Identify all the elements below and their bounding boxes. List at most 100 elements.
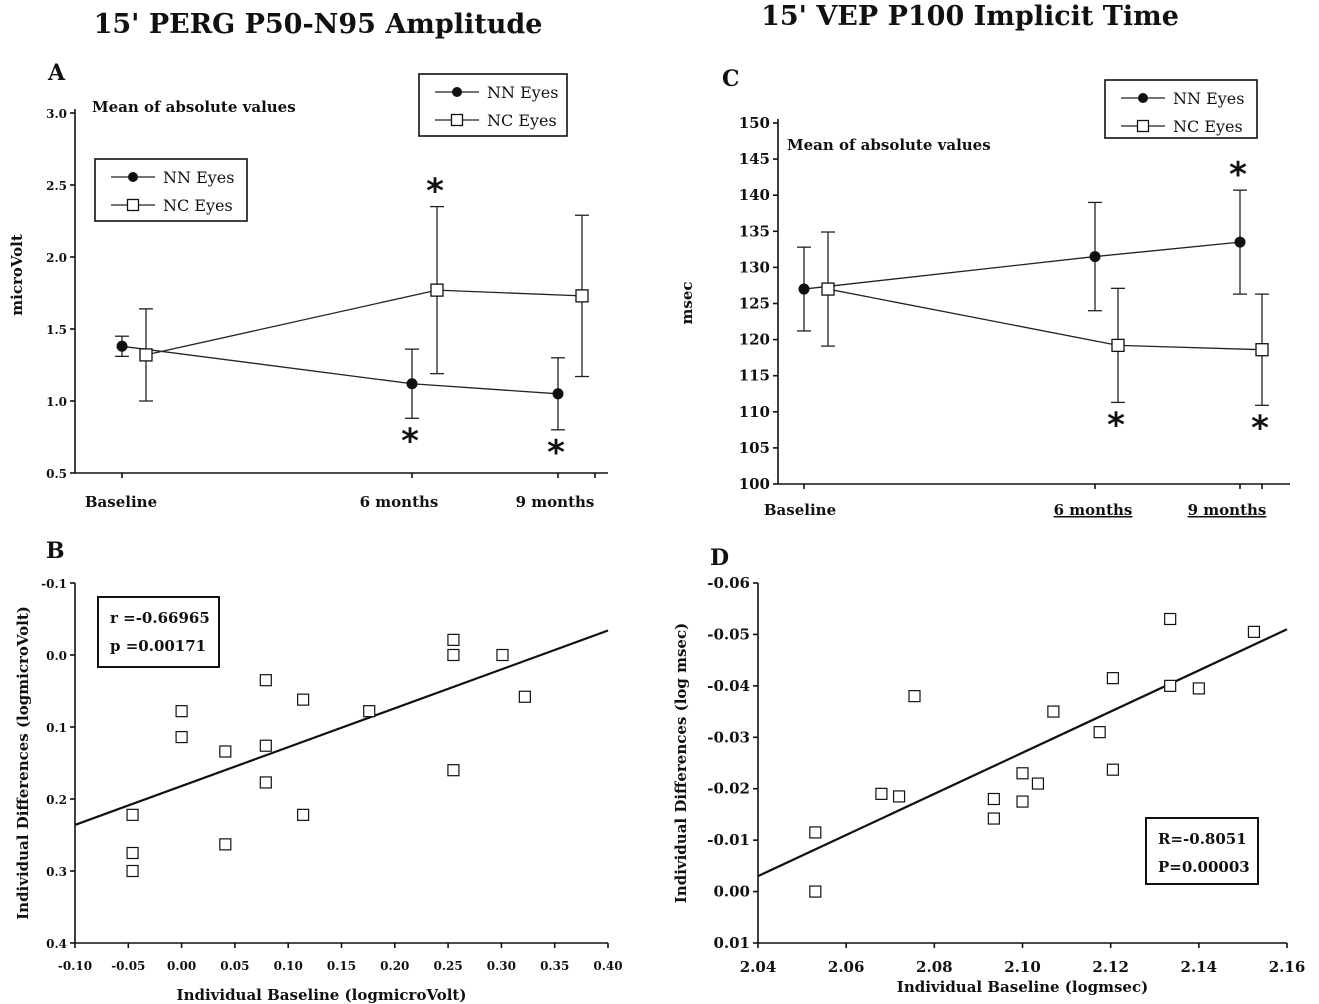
y-tick-label: 0.0 <box>46 649 67 663</box>
y-tick-label: 0.2 <box>46 793 67 807</box>
regression-line <box>74 629 609 826</box>
panel-letter: B <box>46 538 65 564</box>
data-point-nn <box>406 378 418 390</box>
scatter-point <box>1047 705 1060 718</box>
scatter-point <box>1031 777 1045 790</box>
x-tick-label: 2.04 <box>740 958 777 976</box>
x-tick-label: -0.10 <box>58 959 92 973</box>
y-tick-label: -0.05 <box>707 625 750 643</box>
data-point-nn <box>552 388 564 400</box>
y-tick-label: 0.00 <box>713 883 750 901</box>
x-tick-label: 0.25 <box>433 959 462 973</box>
y-tick-label: 0.5 <box>46 467 67 481</box>
x-axis-label: Individual Baseline (logmicroVolt) <box>177 986 467 1004</box>
legend-label: NN Eyes <box>163 168 234 187</box>
scatter-point <box>259 739 272 752</box>
category-label: 9 months <box>516 493 595 511</box>
data-point-nc <box>1111 338 1125 353</box>
scatter-point <box>809 885 822 898</box>
stat-r: R=-0.8051 <box>1158 830 1247 848</box>
legend-marker-nn <box>128 172 138 182</box>
scatter-point <box>297 808 310 821</box>
panel-letter: C <box>722 66 740 92</box>
y-tick-label: 0.4 <box>46 937 67 951</box>
y-tick-label: 2.5 <box>46 179 67 193</box>
scatter-point <box>175 730 188 744</box>
y-tick-label: 150 <box>739 114 770 132</box>
significance-star: * <box>1229 155 1247 195</box>
scatter-point <box>1164 612 1177 626</box>
significance-star: * <box>426 172 444 212</box>
x-tick-label: 2.10 <box>1004 958 1041 976</box>
panel-b: B -0.1 0.0 0.1 0.2 0.3 0.4 -0.10 -0.05 0.00 0.05 0.… <box>14 538 623 1004</box>
y-tick-label: -0.1 <box>41 577 67 591</box>
scatter-point <box>447 648 460 662</box>
regression-line <box>757 628 1288 878</box>
series-line-nn <box>803 241 1241 290</box>
series-line-nc <box>145 289 583 356</box>
data-point-nn <box>1089 251 1101 263</box>
scatter-point <box>809 826 822 839</box>
scatter-point <box>219 745 232 758</box>
y-tick-label: -0.02 <box>707 780 750 798</box>
scatter-point <box>1093 726 1106 739</box>
y-tick-label: -0.04 <box>707 677 750 695</box>
y-tick-label: -0.06 <box>707 574 750 592</box>
annotation-note: Mean of absolute values <box>787 136 991 154</box>
legend-marker-nn <box>452 87 462 97</box>
data-point-nn <box>798 283 810 295</box>
y-axis-label: microVolt <box>8 234 26 316</box>
scatter-point <box>175 705 188 718</box>
x-tick-label: 0.40 <box>593 959 622 973</box>
y-tick-label: 3.0 <box>46 107 67 121</box>
y-tick-label: 100 <box>739 475 770 493</box>
data-point-nc <box>821 282 835 296</box>
category-label: 6 months <box>360 493 439 511</box>
legend-box <box>418 73 568 137</box>
stats-box <box>1145 817 1259 885</box>
y-tick-label: 1.5 <box>46 323 67 337</box>
x-tick-label: -0.05 <box>111 959 145 973</box>
x-tick-label: 2.16 <box>1269 958 1306 976</box>
scatter-point <box>496 648 509 662</box>
data-point-nc <box>1255 343 1269 357</box>
x-tick-label: 0.35 <box>540 959 569 973</box>
scatter-point <box>1106 763 1119 776</box>
y-tick-label: -0.03 <box>707 728 750 746</box>
scatter-point <box>875 787 888 800</box>
x-tick-label: 2.12 <box>1092 958 1129 976</box>
x-tick-label: 0.05 <box>220 959 249 973</box>
x-tick-label: 2.08 <box>916 958 953 976</box>
panel-d: D -0.06 -0.05 -0.04 -0.03 -0.02 -0.01 0.00 0.01 2… <box>672 545 1305 996</box>
panel-c: C 100 105 110 115 120 125 130 135 140 145 150 Baseli… <box>678 66 1290 519</box>
legend-box <box>1104 79 1258 139</box>
scatter-point <box>908 690 921 703</box>
category-label: 6 months <box>1054 501 1133 519</box>
scatter-point <box>518 690 531 703</box>
significance-star: * <box>401 421 419 461</box>
scatter-point <box>126 864 139 878</box>
y-tick-label: 135 <box>739 222 770 240</box>
significance-star: * <box>1251 408 1269 448</box>
scatter-point <box>1192 682 1205 695</box>
annotation-note: Mean of absolute values <box>92 98 296 116</box>
category-label: Baseline <box>764 501 836 519</box>
legend-box <box>94 158 248 222</box>
panel-letter: A <box>47 60 66 86</box>
stat-p: p =0.00171 <box>110 637 206 655</box>
significance-star: * <box>1107 405 1125 445</box>
y-axis-label: Individual Differences (logmicroVolt) <box>14 606 32 920</box>
panel-letter: D <box>710 545 729 571</box>
legend-label: NC Eyes <box>1173 117 1243 136</box>
scatter-point <box>219 838 232 851</box>
series-line-nc <box>827 288 1263 351</box>
stat-p: P=0.00003 <box>1158 858 1250 876</box>
y-tick-label: 115 <box>739 367 770 385</box>
category-label: 9 months <box>1188 501 1267 519</box>
y-tick-label: 105 <box>739 439 770 457</box>
y-tick-label: 0.01 <box>713 934 750 952</box>
scatter-point <box>1164 679 1177 692</box>
title-right: 15' VEP P100 Implicit Time <box>761 1 1179 32</box>
y-tick-label: 2.0 <box>46 251 67 265</box>
legend-marker-nc <box>1136 119 1150 133</box>
